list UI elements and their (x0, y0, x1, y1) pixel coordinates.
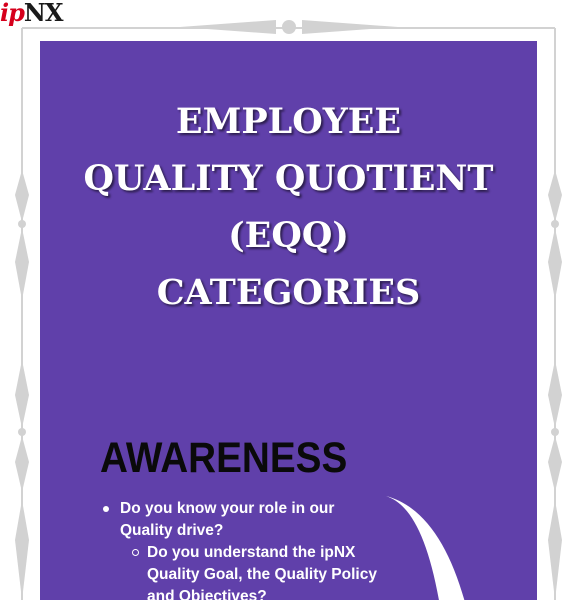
logo-suffix: NX (23, 0, 64, 27)
decorative-horn-shape (386, 496, 465, 600)
poster-title: EMPLOYEE QUALITY QUOTIENT (EQQ) CATEGORI… (40, 93, 537, 321)
list-item: Do you understand the ipNX Quality Goal,… (132, 542, 380, 600)
question-list: Do you know your role in our Quality dri… (100, 498, 380, 600)
poster-panel: EMPLOYEE QUALITY QUOTIENT (EQQ) CATEGORI… (40, 41, 537, 600)
list-item: Do you know your role in our Quality dri… (103, 498, 380, 600)
sub-question-list: Do you understand the ipNX Quality Goal,… (120, 542, 380, 600)
title-line-3: CATEGORIES (156, 272, 421, 313)
title-line-1: EMPLOYEE (175, 101, 402, 142)
question-text: Do you know your role in our Quality dri… (120, 500, 335, 539)
ipnx-logo: ipNX (0, 0, 64, 27)
logo-prefix: ip (0, 0, 25, 27)
sub-question-text: Do you understand the ipNX Quality Goal,… (147, 544, 377, 600)
section-heading: AWARENESS (100, 434, 348, 482)
title-line-2: QUALITY QUOTIENT (EQQ) (83, 158, 494, 256)
